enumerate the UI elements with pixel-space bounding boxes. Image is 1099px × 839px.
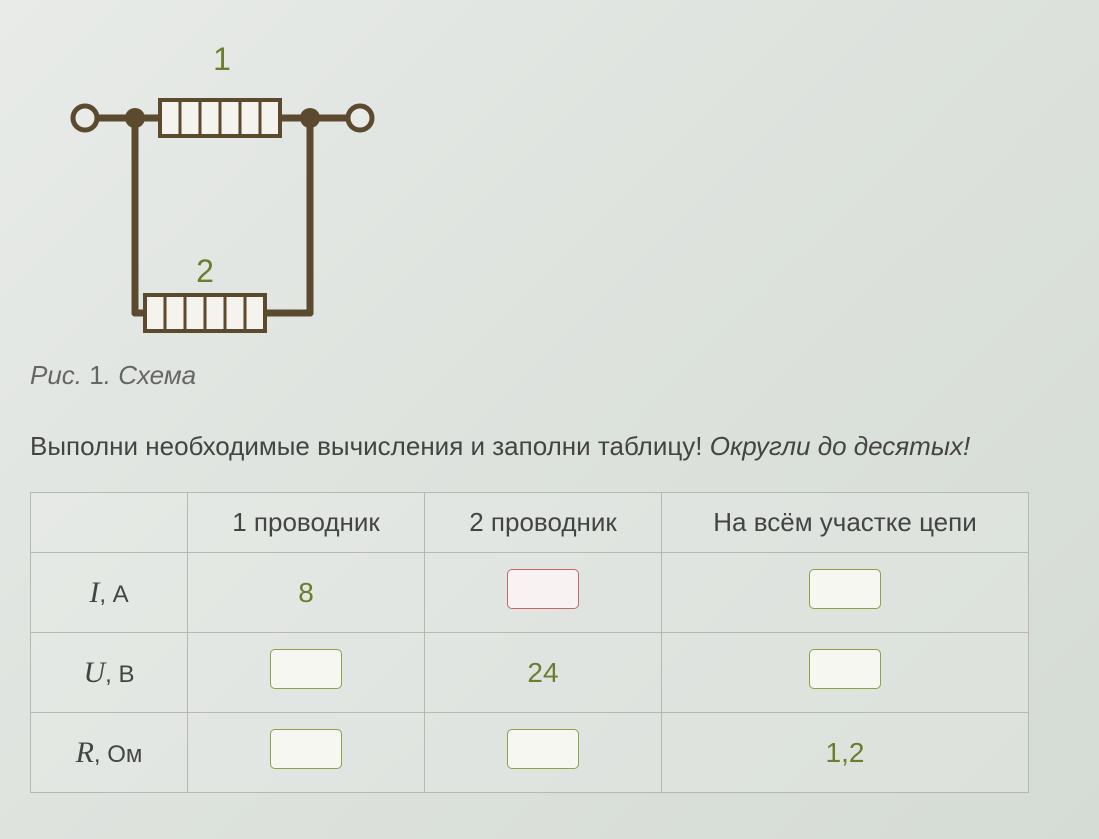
instruction-text: Выполни необходимые вычисления и заполни… [30,431,1069,462]
cell-value: 24 [527,657,558,688]
answer-input[interactable] [507,729,579,769]
table-header-row: 1 проводник 2 проводник На всём участке … [31,493,1029,553]
row-label: R, Ом [31,713,188,793]
resistor [145,295,265,331]
header-conductor-1: 1 проводник [188,493,425,553]
caption-text: Схема [118,360,196,390]
row-unit: , А [99,581,128,608]
row-unit: , Ом [94,741,143,768]
terminal [348,106,372,130]
row-unit: , В [105,661,134,688]
table-cell [188,713,425,793]
header-empty [31,493,188,553]
table-cell [425,553,662,633]
data-table: 1 проводник 2 проводник На всём участке … [30,492,1029,793]
page: 12 Рис. 1. Схема Выполни необходимые выч… [0,0,1099,813]
answer-input[interactable] [507,569,579,609]
resistor [160,100,280,136]
table-cell: 24 [425,633,662,713]
cell-value: 8 [298,577,314,608]
row-symbol: R [76,736,94,769]
circuit-svg: 12 [50,20,390,350]
table-cell: 1,2 [662,713,1029,793]
answer-input[interactable] [809,569,881,609]
row-symbol: I [89,576,99,609]
answer-input[interactable] [270,729,342,769]
answer-input[interactable] [270,649,342,689]
table-cell [425,713,662,793]
caption-number: 1 [89,360,103,390]
instruction-main: Выполни необходимые вычисления и заполни… [30,431,702,461]
table-row: U, В 24 [31,633,1029,713]
cell-value: 1,2 [826,737,865,768]
resistor-label-1: 1 [213,41,231,77]
circuit-diagram: 12 [50,20,390,350]
header-conductor-2: 2 проводник [425,493,662,553]
row-symbol: U [83,656,105,689]
figure-caption: Рис. 1. Схема [30,360,1069,391]
table-row: R, Ом 1,2 [31,713,1029,793]
resistor-label-2: 2 [196,253,214,289]
row-label: I, А [31,553,188,633]
row-label: U, В [31,633,188,713]
table-row: I, А 8 [31,553,1029,633]
table-cell [188,633,425,713]
table-cell [662,633,1029,713]
terminal [73,106,97,130]
junction-node [300,108,320,128]
table-cell: 8 [188,553,425,633]
instruction-hint: Округли до десятых! [710,431,970,461]
junction-node [125,108,145,128]
header-whole-circuit: На всём участке цепи [662,493,1029,553]
table-cell [662,553,1029,633]
caption-prefix: Рис. [30,360,82,390]
answer-input[interactable] [809,649,881,689]
